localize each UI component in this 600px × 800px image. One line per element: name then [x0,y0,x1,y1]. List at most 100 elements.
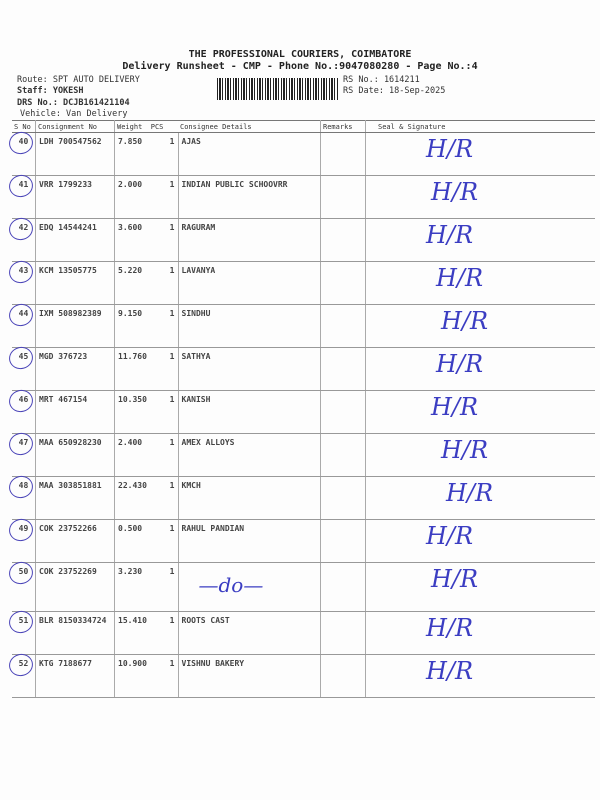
remarks [320,218,366,262]
hand-drawn-circle [6,258,36,286]
hand-drawn-circle [6,172,36,200]
remarks [320,132,366,176]
consignee-name: —do— [178,562,321,612]
handwritten-signature: H/R [365,519,595,563]
table-row: 46 MRT 467154 10.350 1 KANISH H/R [6,387,595,434]
consignee-name: RAGURAM [178,218,321,262]
consignee-name: RAHUL PANDIAN [178,519,321,563]
consignment-number: KTG 7188677 [35,654,115,698]
table-row: 48 MAA 303851881 22.430 1 KMCH H/R [6,473,595,520]
serial-number: 44 [6,301,36,348]
company-name: THE PROFESSIONAL COURIERS, COIMBATORE [188,49,412,60]
col-consignment: Consignment No [35,120,115,133]
staff: Staff: YOKESH [17,86,84,96]
weight-pcs: 10.350 1 [114,390,179,434]
serial-number: 43 [6,258,36,305]
consignment-number: LDH 700547562 [35,132,115,176]
table-row: 45 MGD 376723 11.760 1 SATHYA H/R [6,344,595,391]
serial-number: 50 [6,559,36,612]
handwritten-signature: H/R [365,433,595,477]
handwritten-signature: H/R [365,562,595,612]
handwritten-signature: H/R [365,261,595,305]
weight-pcs: 22.430 1 [114,476,179,520]
col-signature: Seal & Signature [365,120,595,133]
hand-drawn-circle [6,129,36,157]
weight-pcs: 10.900 1 [114,654,179,698]
consignment-number: EDQ 14544241 [35,218,115,262]
remarks [320,304,366,348]
runsheet-table: S No Consignment No Weight PCS Consignee… [6,120,595,698]
consignee-name: AMEX ALLOYS [178,433,321,477]
remarks [320,390,366,434]
table-row: 50 COK 23752269 3.230 1 —do— H/R [6,559,595,612]
consignee-name: SINDHU [178,304,321,348]
remarks [320,433,366,477]
hand-drawn-circle [6,559,36,587]
table-row: 43 KCM 13505775 5.220 1 LAVANYA H/R [6,258,595,305]
consignee-name: KMCH [178,476,321,520]
serial-number: 46 [6,387,36,434]
table-row: 40 LDH 700547562 7.850 1 AJAS H/R [6,129,595,176]
handwritten-signature: H/R [365,218,595,262]
rs-number: RS No.: 1614211 [343,75,420,85]
weight-pcs: 3.230 1 [114,562,179,612]
remarks [320,611,366,655]
serial-number: 42 [6,215,36,262]
serial-number: 41 [6,172,36,219]
handwritten-signature: H/R [365,132,595,176]
consignment-number: MGD 376723 [35,347,115,391]
handwritten-signature: H/R [365,654,595,698]
consignment-number: MRT 467154 [35,390,115,434]
handwritten-signature: H/R [365,611,595,655]
serial-number: 49 [6,516,36,563]
remarks [320,175,366,219]
barcode [217,78,339,100]
weight-pcs: 5.220 1 [114,261,179,305]
consignee-name: INDIAN PUBLIC SCHOOVRR [178,175,321,219]
col-remarks: Remarks [320,120,366,133]
hand-drawn-circle [6,301,36,329]
hand-drawn-circle [6,387,36,415]
handwritten-signature: H/R [365,347,595,391]
remarks [320,347,366,391]
weight-pcs: 11.760 1 [114,347,179,391]
serial-number: 45 [6,344,36,391]
remarks [320,654,366,698]
consignee-name: ROOTS CAST [178,611,321,655]
handwritten-signature: H/R [365,304,595,348]
handwritten-signature: H/R [365,175,595,219]
handwritten-signature: H/R [365,476,595,520]
table-row: 49 COK 23752266 0.500 1 RAHUL PANDIAN H/R [6,516,595,563]
hand-drawn-circle [6,430,36,458]
serial-number: 48 [6,473,36,520]
hand-drawn-circle [6,473,36,501]
consignee-name: AJAS [178,132,321,176]
hand-drawn-circle [6,344,36,372]
consignee-name: KANISH [178,390,321,434]
weight-pcs: 0.500 1 [114,519,179,563]
hand-drawn-circle [6,651,36,679]
consignment-number: COK 23752269 [35,562,115,612]
weight-pcs: 7.850 1 [114,132,179,176]
weight-pcs: 9.150 1 [114,304,179,348]
consignment-number: KCM 13505775 [35,261,115,305]
consignee-name: SATHYA [178,347,321,391]
remarks [320,519,366,563]
col-sno: S No [12,120,36,133]
consignment-number: BLR 8150334724 [35,611,115,655]
serial-number: 47 [6,430,36,477]
table-row: 41 VRR 1799233 2.000 1 INDIAN PUBLIC SCHOOVR… [6,172,595,219]
consignment-number: COK 23752266 [35,519,115,563]
table-row: 51 BLR 8150334724 15.410 1 ROOTS CAST H/R [6,608,595,655]
table-row: 47 MAA 650928230 2.400 1 AMEX ALLOYS H/R [6,430,595,477]
weight-pcs: 2.000 1 [114,175,179,219]
weight-pcs: 2.400 1 [114,433,179,477]
consignee-name: VISHNU BAKERY [178,654,321,698]
col-weight: Weight PCS [114,120,178,133]
hand-drawn-circle [6,516,36,544]
serial-number: 40 [6,129,36,176]
runsheet-subtitle: Delivery Runsheet - CMP - Phone No.:9047… [122,61,478,72]
remarks [320,562,366,612]
weight-pcs: 15.410 1 [114,611,179,655]
